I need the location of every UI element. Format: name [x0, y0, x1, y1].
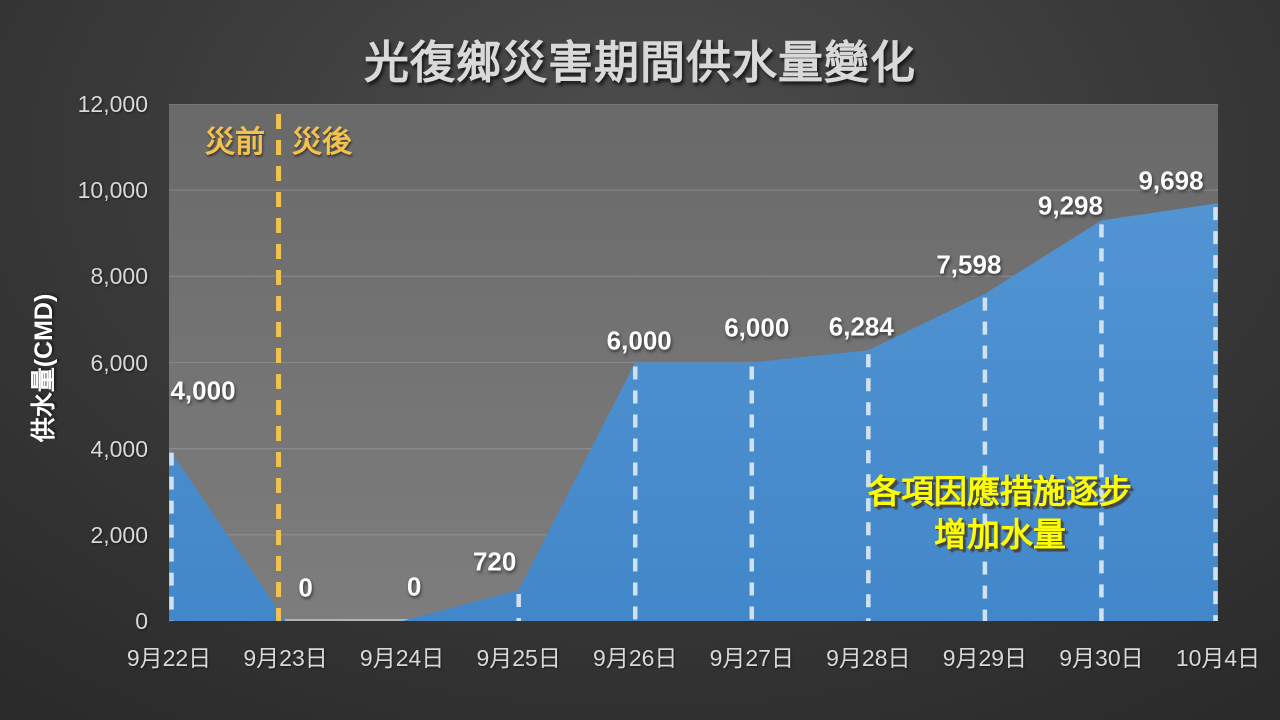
- chart-title: 光復鄉災害期間供水量變化: [363, 37, 916, 88]
- data-label: 6,000: [606, 325, 672, 355]
- y-tick-label: 2,000: [90, 521, 148, 548]
- x-tick-label: 9月25日: [476, 645, 561, 671]
- note-line-2: 增加水量: [934, 516, 1066, 553]
- drop-lines: [169, 207, 1218, 621]
- x-tick-label: 9月24日: [359, 645, 445, 671]
- y-tick-label: 8,000: [90, 263, 148, 290]
- x-tick-label: 9月29日: [942, 645, 1028, 671]
- data-label: 6,284: [828, 311, 894, 342]
- y-tick-label: 10,000: [77, 177, 148, 204]
- pre-disaster-label: 災前: [205, 126, 265, 159]
- x-tick-label: 9月27日: [709, 645, 794, 671]
- area-chart-svg: [169, 104, 1218, 621]
- data-label: 4,000: [170, 375, 236, 406]
- note-line-1: 各項因應措施逐步: [868, 473, 1132, 510]
- y-tick-label: 6,000: [90, 349, 148, 376]
- post-disaster-label: 災後: [292, 126, 352, 159]
- data-label: 720: [472, 546, 517, 577]
- note-annotation: 各項因應措施逐步 增加水量: [780, 470, 1220, 556]
- plot-area: 4,000 0 0 720 6,000 6,000 6,284 7,598 9,298 9,698…: [169, 104, 1218, 621]
- data-label: 9,698: [1138, 165, 1204, 196]
- data-label: 6,000: [724, 312, 790, 342]
- x-tick-label: 9月23日: [243, 645, 328, 671]
- y-tick-label: 12,000: [77, 91, 148, 117]
- x-tick-label: 9月22日: [126, 645, 212, 671]
- x-tick-label: 10月4日: [1175, 645, 1261, 671]
- area-series: [169, 203, 1218, 621]
- data-label: 7,598: [936, 249, 1002, 280]
- x-tick-label: 9月26日: [593, 645, 678, 671]
- y-tick-label: 0: [135, 608, 148, 634]
- data-label: 0: [298, 572, 313, 603]
- y-tick-label: 4,000: [90, 435, 148, 462]
- x-tick-label: 9月28日: [826, 645, 911, 671]
- data-label: 9,298: [1037, 190, 1103, 221]
- x-tick-label: 9月30日: [1059, 645, 1144, 671]
- data-label: 0: [406, 571, 422, 602]
